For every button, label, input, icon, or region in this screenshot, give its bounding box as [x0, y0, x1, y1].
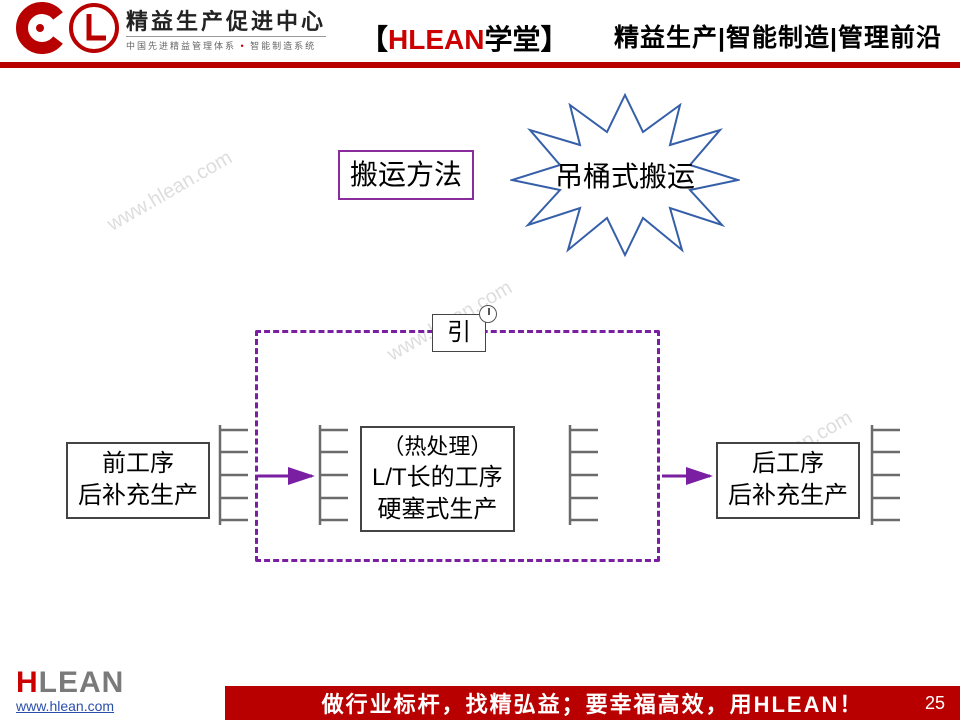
footer-logo-text: HLEAN — [16, 668, 124, 698]
process-mid-box: （热处理） L/T长的工序 硬塞式生产 — [360, 426, 515, 532]
header: 精益生产促进中心 中国先进精益管理体系 • 智能制造系统 【HLEAN学堂】 精… — [0, 0, 960, 65]
footer-bar-text: 做行业标杆，找精弘益；要幸福高效，用HLEAN！ — [253, 687, 933, 719]
logo-area: 精益生产促进中心 中国先进精益管理体系 • 智能制造系统 — [14, 2, 326, 54]
logo-l-icon — [68, 2, 120, 54]
footer: HLEAN www.hlean.com 做行业标杆，找精弘益；要幸福高效，用HL… — [0, 665, 960, 720]
diagram-area: www.hlean.com www.hlean.com www.hlean.co… — [0, 80, 960, 660]
header-title: 【HLEAN学堂】 — [360, 18, 569, 58]
page-number: 25 — [910, 686, 960, 720]
header-underline — [0, 62, 960, 68]
watermark: www.hlean.com — [104, 147, 237, 237]
logo-subtitle: 中国先进精益管理体系 • 智能制造系统 — [126, 36, 326, 52]
process-left-box: 前工序 后补充生产 — [66, 442, 210, 519]
logo-c-icon — [14, 2, 66, 54]
starburst-label: 吊桶式搬运 — [555, 155, 695, 195]
yin-box: 引 — [432, 314, 486, 352]
footer-bar: 做行业标杆，找精弘益；要幸福高效，用HLEAN！ — [225, 686, 960, 720]
logo-title: 精益生产促进中心 — [126, 4, 326, 36]
process-right-box: 后工序 后补充生产 — [716, 442, 860, 519]
starburst: 吊桶式搬运 — [510, 90, 740, 260]
footer-logo: HLEAN www.hlean.com — [16, 668, 124, 714]
knob-icon — [479, 305, 497, 323]
method-label-box: 搬运方法 — [338, 150, 474, 200]
footer-url: www.hlean.com — [16, 698, 124, 714]
logo-text: 精益生产促进中心 中国先进精益管理体系 • 智能制造系统 — [126, 4, 326, 52]
header-right-text: 精益生产|智能制造|管理前沿 — [614, 18, 942, 54]
